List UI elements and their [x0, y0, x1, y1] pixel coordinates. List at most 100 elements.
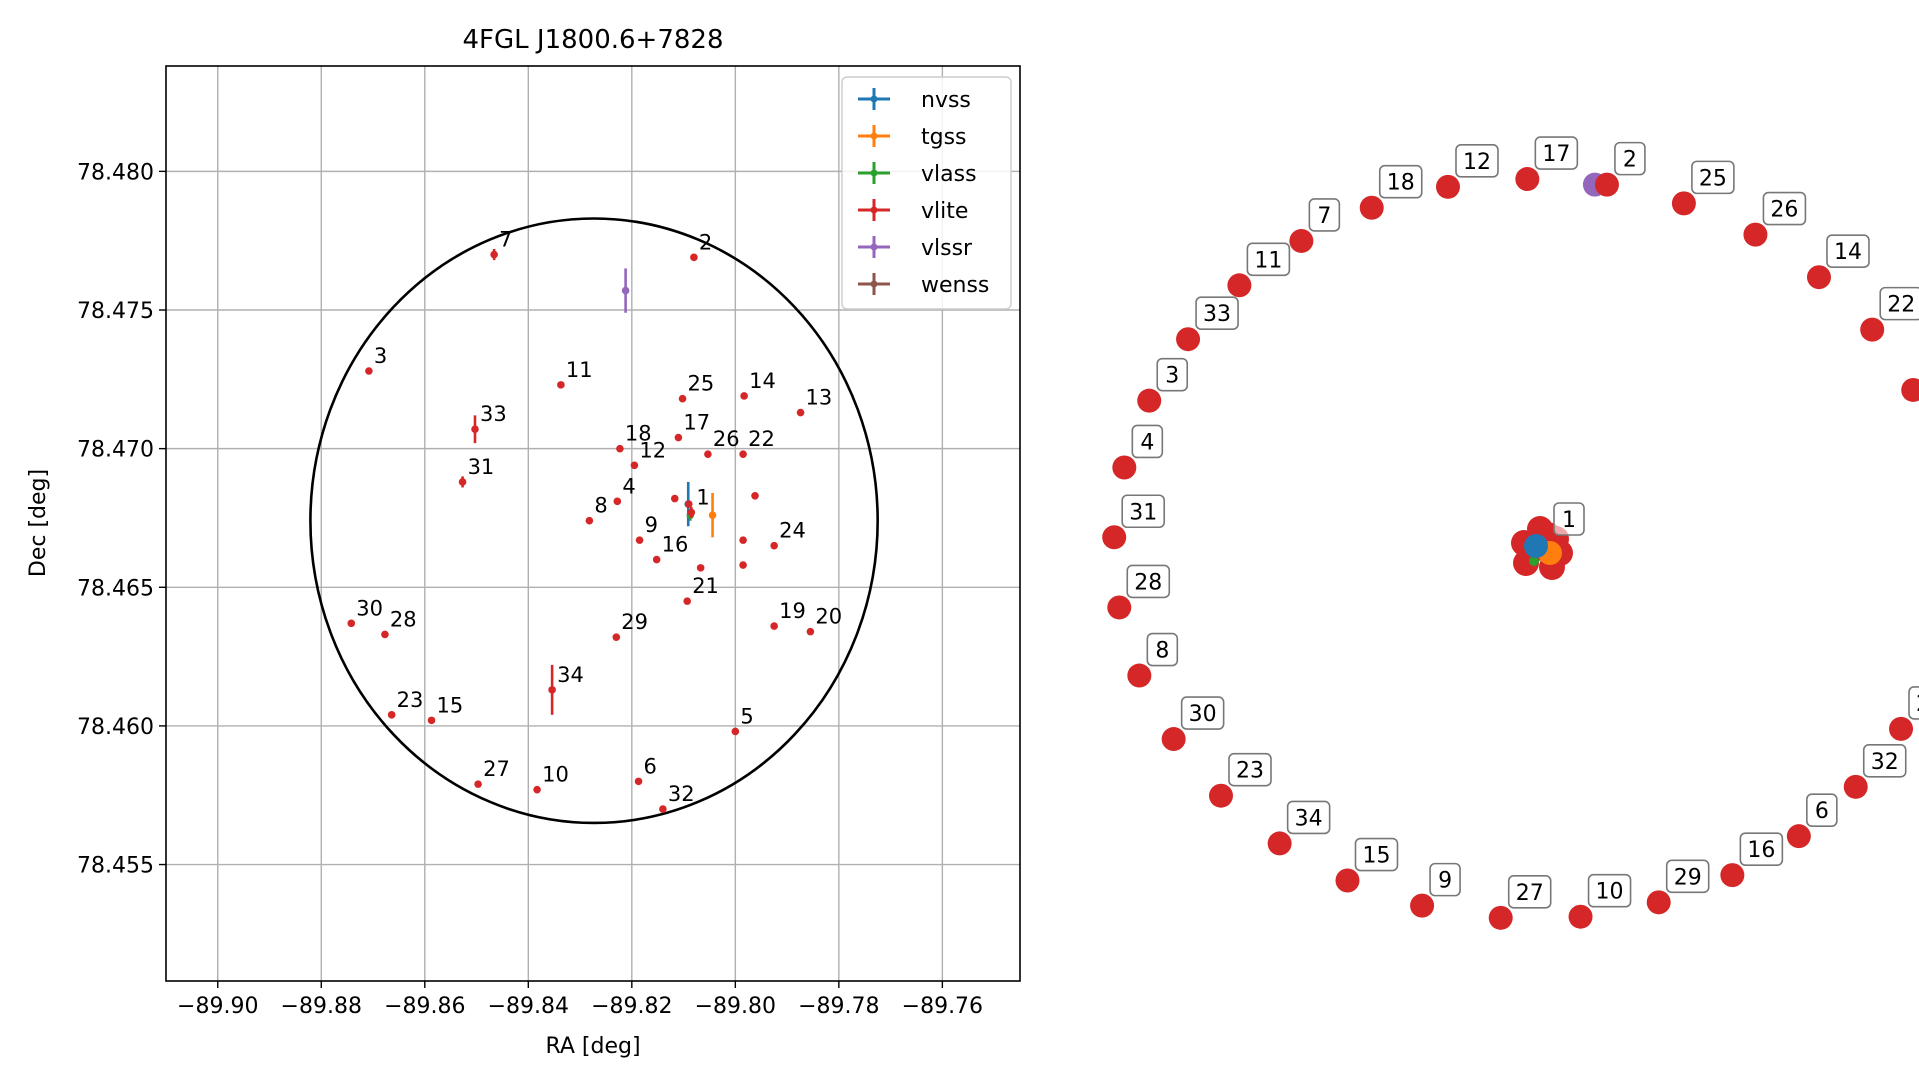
vlite-point	[751, 491, 759, 500]
point-label: 1	[696, 485, 709, 509]
marker	[365, 367, 373, 375]
vlite-point	[427, 716, 436, 725]
marker	[490, 250, 498, 259]
point-label: 3	[374, 344, 387, 368]
label-box	[1534, 136, 1579, 170]
point-label: 7	[499, 228, 512, 252]
center-label: 1	[1553, 502, 1585, 536]
marker	[674, 433, 683, 442]
vlite-point	[806, 627, 815, 636]
x-tick-label: −89.78	[798, 994, 879, 1019]
marker	[427, 716, 436, 725]
marker	[635, 536, 644, 544]
marker-label: 27	[1516, 881, 1544, 906]
vlite-point	[739, 450, 747, 458]
label-box	[1553, 502, 1585, 536]
vlssr-point	[621, 268, 630, 313]
vlite-point	[548, 664, 556, 715]
vlite-point	[659, 805, 667, 813]
marker	[1646, 890, 1671, 915]
ring-marker: 18	[1359, 164, 1423, 220]
marker-label: 15	[1362, 844, 1390, 869]
y-tick-label: 78.470	[77, 438, 154, 463]
ring-marker: 15	[1335, 837, 1399, 893]
label-box	[1507, 875, 1552, 909]
y-tick-label: 78.455	[77, 854, 154, 879]
point-label: 5	[740, 704, 753, 728]
legend-marker	[870, 243, 878, 251]
center-markers: 1	[1511, 502, 1585, 580]
vlite-point	[365, 367, 373, 375]
x-tick-label: −89.84	[488, 994, 569, 1019]
vlite-point	[687, 506, 696, 518]
marker	[1488, 905, 1513, 930]
legend-marker	[870, 95, 878, 103]
label-box	[1691, 160, 1735, 195]
ring-marker: 4	[1112, 424, 1164, 480]
marker	[1127, 663, 1152, 688]
vlite-point	[678, 394, 687, 403]
label-box	[1308, 198, 1341, 232]
marker	[1720, 863, 1745, 888]
marker	[690, 253, 698, 262]
marker-label: 14	[1834, 240, 1862, 265]
region-circle	[309, 217, 879, 825]
point-label: 13	[806, 386, 833, 410]
label-box	[1354, 837, 1399, 872]
marker-label: 21	[1916, 692, 1919, 717]
vlite-point	[533, 785, 541, 794]
marker	[704, 450, 712, 458]
ring-marker: 33	[1176, 296, 1239, 352]
point-label: 14	[749, 369, 776, 393]
ring-marker: 12	[1435, 144, 1499, 199]
label-box	[1146, 632, 1179, 667]
label-box	[1195, 296, 1239, 330]
marker	[1860, 317, 1885, 342]
marker-label: 7	[1317, 204, 1331, 229]
marker-label: 31	[1129, 500, 1157, 525]
marker-label: 16	[1747, 838, 1775, 863]
point-label: 25	[688, 372, 715, 396]
marker	[585, 516, 594, 525]
ring-marker: 25	[1671, 160, 1735, 216]
legend-entry-vlssr: vlssr	[858, 236, 973, 261]
point-label: 20	[815, 605, 842, 629]
vlite-point	[471, 415, 479, 444]
marker-label: 30	[1189, 702, 1217, 727]
point-label: 23	[397, 688, 424, 712]
marker-label: 23	[1236, 759, 1264, 784]
marker	[731, 727, 740, 736]
marker	[806, 627, 815, 636]
marker	[1889, 716, 1914, 741]
label-box	[1762, 191, 1807, 226]
left-scatter-plot: 4FGL J1800.6+7828 1234567891011121314151…	[26, 25, 1021, 1059]
point-label: 32	[668, 782, 695, 806]
marker-label: 29	[1674, 865, 1702, 890]
vlite-point	[739, 561, 747, 569]
y-axis-label: Dec [deg]	[26, 469, 51, 577]
marker	[796, 408, 805, 417]
vlite-point	[347, 619, 356, 628]
point-label: 18	[625, 422, 652, 446]
y-ticks: 78.455 78.460 78.465 78.470 78.475 78.480	[77, 160, 166, 879]
x-tick-label: −89.82	[591, 994, 672, 1019]
vlite-point	[674, 433, 683, 442]
label-box	[1908, 686, 1919, 720]
label-box	[1131, 424, 1164, 459]
point-label: 2	[699, 230, 712, 254]
marker-label: 1	[1562, 508, 1576, 533]
marker-label: 18	[1387, 171, 1415, 196]
ring-marker: 27	[1488, 875, 1552, 930]
ring-marker: 10	[1568, 873, 1632, 929]
marker	[708, 511, 717, 519]
y-tick-label: 78.480	[77, 160, 154, 185]
marker	[634, 777, 643, 786]
label-box	[1126, 564, 1171, 599]
marker	[1176, 327, 1201, 352]
marker-label: 11	[1254, 248, 1282, 273]
circle-boundary	[309, 217, 879, 825]
point-label: 4	[622, 474, 635, 498]
legend-entry-nvss: nvss	[858, 88, 971, 113]
marker	[1102, 525, 1127, 550]
vlite-point	[634, 777, 643, 786]
